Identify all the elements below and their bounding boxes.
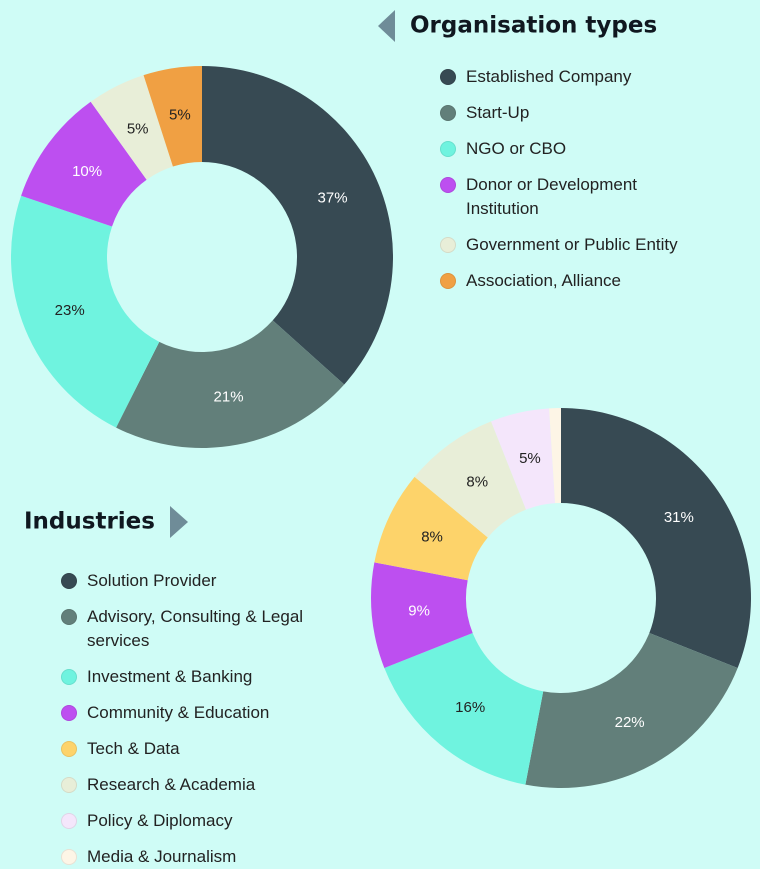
legend-label: Established Company <box>466 67 632 86</box>
data-label: 5% <box>127 120 149 137</box>
chart-title: Industries <box>24 509 155 535</box>
legend-swatch <box>440 141 456 157</box>
legend-swatch <box>440 105 456 121</box>
legend-label: Start-Up <box>466 103 530 122</box>
data-label: 10% <box>72 163 102 180</box>
legend-swatch <box>440 177 456 193</box>
data-label: 21% <box>214 388 244 405</box>
donut-slice <box>202 66 394 385</box>
data-label: 23% <box>55 302 85 319</box>
legend-label: Research & Academia <box>87 775 256 794</box>
legend-swatch <box>61 741 77 757</box>
legend-item: Established Company <box>440 65 680 89</box>
legend-item: Community & Education <box>61 701 341 725</box>
legend-item: Start-Up <box>440 101 680 125</box>
legend-swatch <box>440 237 456 253</box>
legend-item: NGO or CBO <box>440 137 680 161</box>
legend-swatch <box>61 705 77 721</box>
legend: Established Company Start-Up NGO or CBO Don… <box>440 65 680 305</box>
legend-item: Investment & Banking <box>61 665 341 689</box>
donut-slice <box>414 421 527 538</box>
legend-label: Tech & Data <box>87 739 180 758</box>
legend-item: Media & Journalism <box>61 845 341 869</box>
legend-item: Solution Provider <box>61 569 341 593</box>
donut-slice <box>525 632 738 788</box>
data-label: 5% <box>519 450 541 467</box>
legend-label: Policy & Diplomacy <box>87 811 233 830</box>
data-label: 8% <box>421 528 443 545</box>
legend-swatch <box>61 669 77 685</box>
donut-slice <box>561 408 752 668</box>
legend-swatch <box>61 777 77 793</box>
donut-slice <box>116 320 345 448</box>
donut-slice <box>549 408 561 504</box>
legend-label: Donor or Development Institution <box>466 175 638 218</box>
legend-swatch <box>440 69 456 85</box>
legend-label: NGO or CBO <box>466 139 567 158</box>
legend-item: Research & Academia <box>61 773 341 797</box>
donut-slice <box>90 75 173 180</box>
legend-swatch <box>61 609 77 625</box>
legend-swatch <box>61 849 77 865</box>
legend-item: Advisory, Consulting & Legal services <box>61 605 341 653</box>
legend: Solution Provider Advisory, Consulting & … <box>61 569 341 869</box>
legend-label: Community & Education <box>87 703 270 722</box>
legend-label: Investment & Banking <box>87 667 253 686</box>
data-label: 22% <box>615 714 645 731</box>
donut-slice <box>384 632 544 785</box>
data-label: 8% <box>466 474 488 491</box>
legend-swatch <box>61 573 77 589</box>
title-pointer <box>170 506 188 538</box>
donut-slice <box>491 408 556 510</box>
data-label: 5% <box>169 107 191 124</box>
legend-item: Association, Alliance <box>440 269 680 293</box>
donut-slice <box>374 476 488 581</box>
donut-slice <box>143 66 202 167</box>
data-label: 37% <box>318 190 348 207</box>
legend-label: Association, Alliance <box>466 271 621 290</box>
legend-label: Media & Journalism <box>87 847 237 866</box>
donut-slice <box>371 562 473 668</box>
legend-swatch <box>440 273 456 289</box>
legend-item: Donor or Development Institution <box>440 173 680 221</box>
legend-swatch <box>61 813 77 829</box>
title-pointer <box>378 10 395 42</box>
data-label: 9% <box>408 602 430 619</box>
donut-slice <box>21 101 147 227</box>
legend-item: Government or Public Entity <box>440 233 680 257</box>
chart-title: Organisation types <box>410 13 657 39</box>
legend-label: Solution Provider <box>87 571 217 590</box>
donut-slice <box>11 195 160 428</box>
legend-label: Advisory, Consulting & Legal services <box>87 607 304 650</box>
legend-item: Policy & Diplomacy <box>61 809 341 833</box>
legend-label: Government or Public Entity <box>466 235 678 254</box>
legend-item: Tech & Data <box>61 737 341 761</box>
data-label: 31% <box>664 509 694 526</box>
data-label: 16% <box>455 699 485 716</box>
